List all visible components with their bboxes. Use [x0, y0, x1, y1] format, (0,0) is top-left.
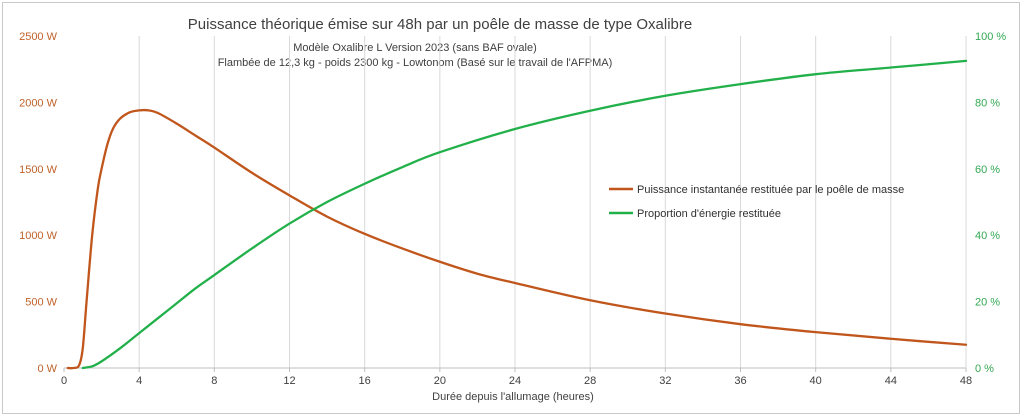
x-tick-label: 48 — [960, 375, 972, 387]
left-tick-label: 1000 W — [19, 230, 58, 242]
x-tick-label: 8 — [211, 375, 217, 387]
series-lines — [66, 59, 968, 370]
chart-subtitle-line-1: Modèle Oxalibre L Version 2023 (sans BAF… — [293, 42, 537, 54]
x-tick-label: 36 — [734, 375, 746, 387]
chart-subtitle-line-2: Flambée de 12,3 kg - poids 2300 kg - Low… — [218, 57, 613, 69]
right-tick-label: 20 % — [975, 297, 1000, 309]
x-tick-label: 4 — [136, 375, 142, 387]
left-tick-label: 500 W — [25, 297, 57, 309]
left-axis-ticks: 0 W 500 W 1000 W 1500 W 2000 W 2500 W — [19, 31, 58, 375]
x-tick-label: 12 — [283, 375, 295, 387]
right-tick-label: 100 % — [975, 31, 1006, 43]
series-line-energy — [81, 59, 968, 370]
left-tick-label: 2000 W — [19, 97, 58, 109]
chart-frame: Puissance théorique émise sur 48h par un… — [2, 2, 1020, 414]
left-tick-label: 0 W — [37, 363, 57, 375]
right-axis-ticks: 0 % 20 % 40 % 60 % 80 % 100 % — [975, 31, 1006, 375]
x-tick-label: 40 — [810, 375, 822, 387]
x-tick-label: 16 — [359, 375, 371, 387]
left-tick-label: 1500 W — [19, 164, 58, 176]
x-tick-label: 20 — [434, 375, 446, 387]
x-axis-label: Durée depuis l'allumage (heures) — [432, 391, 594, 403]
legend: Puissance instantanée restituée par le p… — [609, 184, 904, 220]
x-axis-ticks: 0 4 8 12 16 20 24 28 32 36 40 44 48 — [61, 368, 972, 387]
legend-label-energy: Proportion d'énergie restituée — [637, 208, 781, 220]
right-tick-label: 40 % — [975, 230, 1000, 242]
x-tick-label: 24 — [509, 375, 521, 387]
chart-title: Puissance théorique émise sur 48h par un… — [188, 16, 692, 33]
legend-label-power: Puissance instantanée restituée par le p… — [637, 184, 904, 196]
series-line-power — [66, 108, 968, 370]
x-tick-label: 28 — [584, 375, 596, 387]
right-tick-label: 80 % — [975, 97, 1000, 109]
right-tick-label: 60 % — [975, 164, 1000, 176]
left-tick-label: 2500 W — [19, 31, 58, 43]
x-tick-label: 44 — [885, 375, 897, 387]
x-tick-label: 0 — [61, 375, 67, 387]
chart-area: Puissance théorique émise sur 48h par un… — [19, 16, 1006, 403]
vertical-gridlines — [138, 36, 967, 368]
x-tick-label: 32 — [659, 375, 671, 387]
right-tick-label: 0 % — [975, 363, 994, 375]
